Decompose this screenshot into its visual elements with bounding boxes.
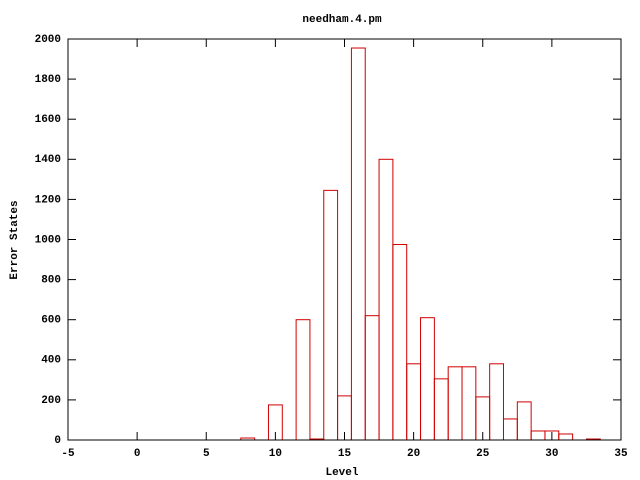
x-tick-label: 25 [476,448,490,460]
y-tick-label: 1800 [35,74,61,86]
y-tick-label: 1400 [35,154,61,166]
x-tick-label: 10 [269,448,282,460]
y-tick-label: 0 [54,435,61,447]
y-tick-label: 800 [41,275,61,287]
x-tick-label: 5 [203,448,210,460]
y-tick-label: 400 [41,355,61,367]
x-tick-label: 20 [407,448,420,460]
x-axis-label: Level [325,467,358,479]
y-tick-label: 1200 [35,194,61,206]
x-tick-label: 35 [614,448,628,460]
x-tick-label: -5 [61,448,75,460]
x-tick-label: 0 [134,448,141,460]
y-tick-label: 200 [41,395,61,407]
plot-border [67,38,622,441]
chart-title: needham.4.pm [302,14,382,26]
y-tick-label: 1000 [35,234,61,246]
y-tick-label: 2000 [35,34,61,46]
x-tick-label: 30 [545,448,558,460]
y-tick-label: 600 [41,315,61,327]
y-axis-label: Error States [9,200,21,279]
x-tick-label: 15 [338,448,352,460]
y-tick-label: 1600 [35,114,61,126]
